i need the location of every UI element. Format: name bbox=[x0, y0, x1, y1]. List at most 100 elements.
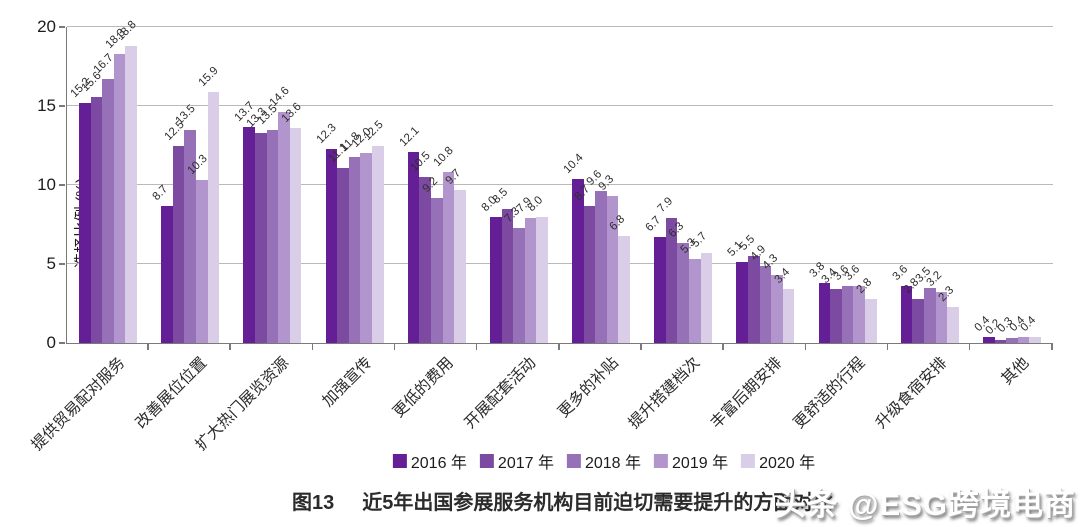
legend-swatch bbox=[479, 454, 494, 468]
bar bbox=[360, 153, 372, 343]
bar bbox=[606, 196, 619, 343]
bar bbox=[371, 145, 384, 343]
bar bbox=[79, 102, 91, 343]
bar-value-label: 8.0 bbox=[525, 193, 546, 214]
bar bbox=[524, 218, 537, 343]
bar-value-label: 10.8 bbox=[431, 145, 457, 170]
y-axis-tick bbox=[59, 342, 65, 344]
x-axis-tick bbox=[475, 344, 478, 350]
x-category-label: 加强宣传 bbox=[319, 354, 375, 411]
bar-value-label: 8.7 bbox=[150, 182, 171, 203]
x-category-label: 升级食宿安排 bbox=[872, 354, 951, 433]
bar bbox=[994, 339, 1007, 343]
bar bbox=[536, 216, 548, 343]
legend-label: 2017 年 bbox=[497, 455, 554, 472]
x-axis-tick bbox=[640, 344, 642, 350]
gridline bbox=[67, 26, 1053, 27]
legend-swatch bbox=[392, 454, 407, 468]
bar-value-label: 6.7 bbox=[643, 214, 664, 235]
y-axis-tick bbox=[59, 263, 65, 265]
bar bbox=[677, 243, 690, 343]
x-category-label: 其他 bbox=[998, 354, 1033, 389]
bar bbox=[255, 132, 267, 343]
legend-label: 2016 年 bbox=[410, 455, 467, 472]
y-axis-tick bbox=[59, 26, 65, 28]
bar-value-label: 12.1 bbox=[397, 124, 422, 149]
legend-item: 2018 年 bbox=[566, 449, 642, 473]
bar-value-label: 12.5 bbox=[361, 118, 386, 143]
bar bbox=[864, 298, 877, 343]
x-category-label: 丰富后期安排 bbox=[707, 354, 786, 433]
x-category-label: 提供贸易配对服务 bbox=[28, 354, 129, 455]
x-axis-tick bbox=[393, 344, 396, 350]
bar bbox=[1029, 336, 1041, 343]
bar-value-label: 13.5 bbox=[173, 102, 199, 127]
bar bbox=[90, 96, 103, 343]
y-tick-label: 20 bbox=[37, 17, 56, 36]
x-category-label: 改善展位位置 bbox=[132, 354, 211, 433]
bar bbox=[700, 252, 713, 343]
bar bbox=[184, 129, 197, 343]
bar bbox=[348, 156, 361, 343]
bar-value-label: 16.7 bbox=[91, 51, 116, 77]
legend-label: 2020 年 bbox=[759, 455, 816, 472]
bar bbox=[489, 216, 502, 343]
y-axis-tick bbox=[59, 184, 65, 186]
legend-item: 2020 年 bbox=[741, 449, 815, 473]
bar bbox=[947, 306, 959, 343]
x-category-label: 更多的补贴 bbox=[554, 354, 622, 422]
x-category-label: 扩大热门展览资源 bbox=[193, 354, 293, 455]
bar bbox=[419, 177, 431, 343]
bar bbox=[665, 218, 678, 343]
bar bbox=[595, 191, 607, 343]
bar bbox=[853, 286, 865, 343]
bar bbox=[454, 189, 466, 343]
bar bbox=[572, 178, 584, 343]
legend-swatch bbox=[654, 454, 669, 468]
bar bbox=[935, 292, 948, 343]
bar bbox=[243, 126, 255, 343]
x-axis-tick bbox=[886, 344, 889, 350]
bar bbox=[501, 208, 514, 343]
bar-value-label: 15.9 bbox=[196, 64, 222, 89]
bar bbox=[325, 148, 338, 343]
bar bbox=[113, 53, 126, 343]
bar bbox=[442, 172, 455, 343]
x-category-label: 更舒适的行程 bbox=[790, 354, 868, 433]
bar bbox=[748, 256, 760, 343]
legend-label: 2018 年 bbox=[584, 455, 642, 472]
bar bbox=[125, 45, 138, 343]
plot-area: 选择比例 (%) 15.215.616.718.318.88.712.513.5… bbox=[66, 19, 1053, 344]
bar bbox=[736, 262, 748, 343]
bar bbox=[430, 197, 443, 343]
legend: 2016 年 2017 年 2018 年 2019 年 2020 年 bbox=[392, 449, 815, 473]
legend-item: 2017 年 bbox=[479, 449, 554, 473]
x-axis-tick bbox=[311, 344, 313, 350]
bar bbox=[161, 205, 173, 343]
watermark: 头条 @ESG跨境电商 bbox=[774, 487, 1076, 522]
gridline bbox=[67, 184, 1053, 185]
y-tick-label: 10 bbox=[37, 175, 56, 194]
bar bbox=[782, 289, 795, 343]
bar bbox=[689, 259, 701, 343]
bar bbox=[759, 265, 772, 343]
bar bbox=[618, 235, 631, 343]
bar bbox=[841, 286, 854, 343]
bar bbox=[172, 145, 185, 343]
x-axis-tick bbox=[804, 344, 806, 350]
bar bbox=[982, 336, 995, 343]
y-tick-label: 15 bbox=[37, 96, 56, 115]
bar bbox=[337, 167, 349, 343]
bar bbox=[654, 237, 666, 343]
bar bbox=[102, 79, 114, 343]
legend-item: 2016 年 bbox=[392, 449, 467, 473]
bar bbox=[830, 289, 842, 343]
bar bbox=[1017, 336, 1030, 343]
figure-caption: 图13 近5年出国参展服务机构目前迫切需要提升的方面对比 bbox=[292, 486, 833, 515]
bar-value-label: 18.8 bbox=[114, 18, 140, 43]
bar bbox=[207, 91, 220, 343]
bar-value-label: 12.3 bbox=[314, 121, 340, 146]
bar bbox=[513, 227, 525, 343]
bar bbox=[771, 275, 783, 343]
bar bbox=[1006, 338, 1018, 343]
